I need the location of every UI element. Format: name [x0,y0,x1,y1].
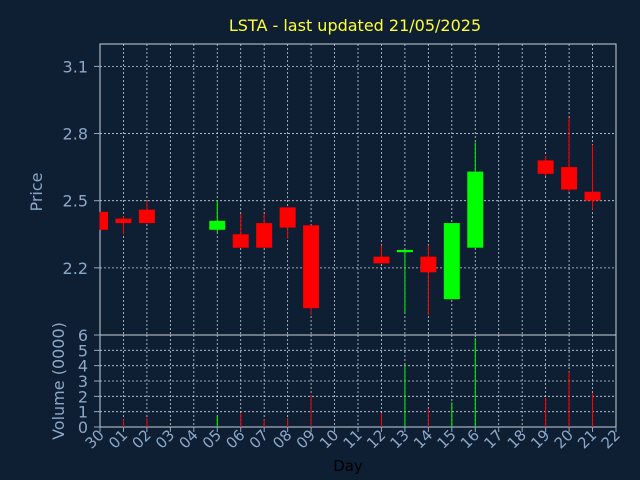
candle-body [115,218,132,224]
x-tick-label: 22 [598,426,624,452]
x-tick-label: 20 [551,426,577,452]
volume-tick-label: 6 [78,326,88,345]
x-tick-label: 08 [269,426,295,452]
x-tick-label: 19 [527,426,553,452]
volume-tick-label: 4 [78,357,88,376]
price-tick-label: 3.1 [63,57,88,76]
x-tick-label: 07 [246,426,272,452]
x-tick-label: 01 [105,426,131,452]
x-tick-label: 18 [504,426,530,452]
candle-19 [537,155,554,177]
x-tick-label: 05 [199,426,225,452]
x-axis-label: Day [333,457,363,475]
candle-body [537,160,554,174]
x-tick-label: 17 [480,426,506,452]
candle-body [256,223,273,248]
x-tick-label: 16 [457,426,483,452]
candle-body [209,220,226,230]
x-tick-label: 03 [152,426,178,452]
candle-01 [115,216,132,235]
candle-13 [396,249,413,313]
price-tick-label: 2.8 [63,125,88,144]
candle-09 [303,225,320,315]
volume-tick-label: 5 [78,341,88,360]
candle-body [561,167,578,190]
candle-body [420,256,437,273]
price-tick-label: 2.2 [63,259,88,278]
price-panel: 2.2 2.5 2.8 3.1 [63,43,617,336]
candle-21 [584,144,601,210]
candle-15 [443,223,460,300]
candle-body [467,171,484,248]
x-tick-label: 02 [129,426,155,452]
candle-body [584,191,601,201]
volume-tick-label: 3 [78,372,88,391]
candle-20 [561,117,578,192]
x-tick-label: 12 [363,426,389,452]
candle-body [396,249,413,253]
x-tick-label: 21 [574,426,600,452]
volume-axis-label: Volume (0000) [49,322,68,440]
candle-16 [467,142,484,248]
chart-title: LSTA - last updated 21/05/2025 [229,16,481,35]
candle-05 [209,200,226,233]
candle-30 [99,211,108,230]
candle-08 [279,207,296,239]
price-tick-label: 2.5 [63,192,88,211]
x-tick-label: 15 [433,426,459,452]
candle-14 [420,245,437,315]
x-tick-label: 14 [410,426,436,452]
x-tick-label: 11 [340,426,366,452]
candle-07 [256,214,273,248]
x-tick-label: 06 [222,426,248,452]
candle-02 [138,200,155,224]
volume-tick-label: 0 [78,418,88,437]
candle-body [279,207,296,228]
candle-body [373,256,390,264]
price-axis-label: Price [27,172,46,211]
volume-tick-label: 2 [78,387,88,406]
x-tick-label: 09 [293,426,319,452]
x-tick-label: 04 [175,426,201,452]
candle-body [232,234,249,248]
candle-06 [232,214,249,248]
x-tick-label: 13 [387,426,413,452]
candle-body [138,209,155,224]
volume-tick-label: 1 [78,403,88,422]
candle-body [443,223,460,300]
x-tick-label: 10 [316,426,342,452]
candle-12 [373,245,390,264]
x-axis: 3001020304050607080910111213141516171819… [82,426,624,452]
candle-body [303,225,320,309]
candle-body [100,211,108,230]
